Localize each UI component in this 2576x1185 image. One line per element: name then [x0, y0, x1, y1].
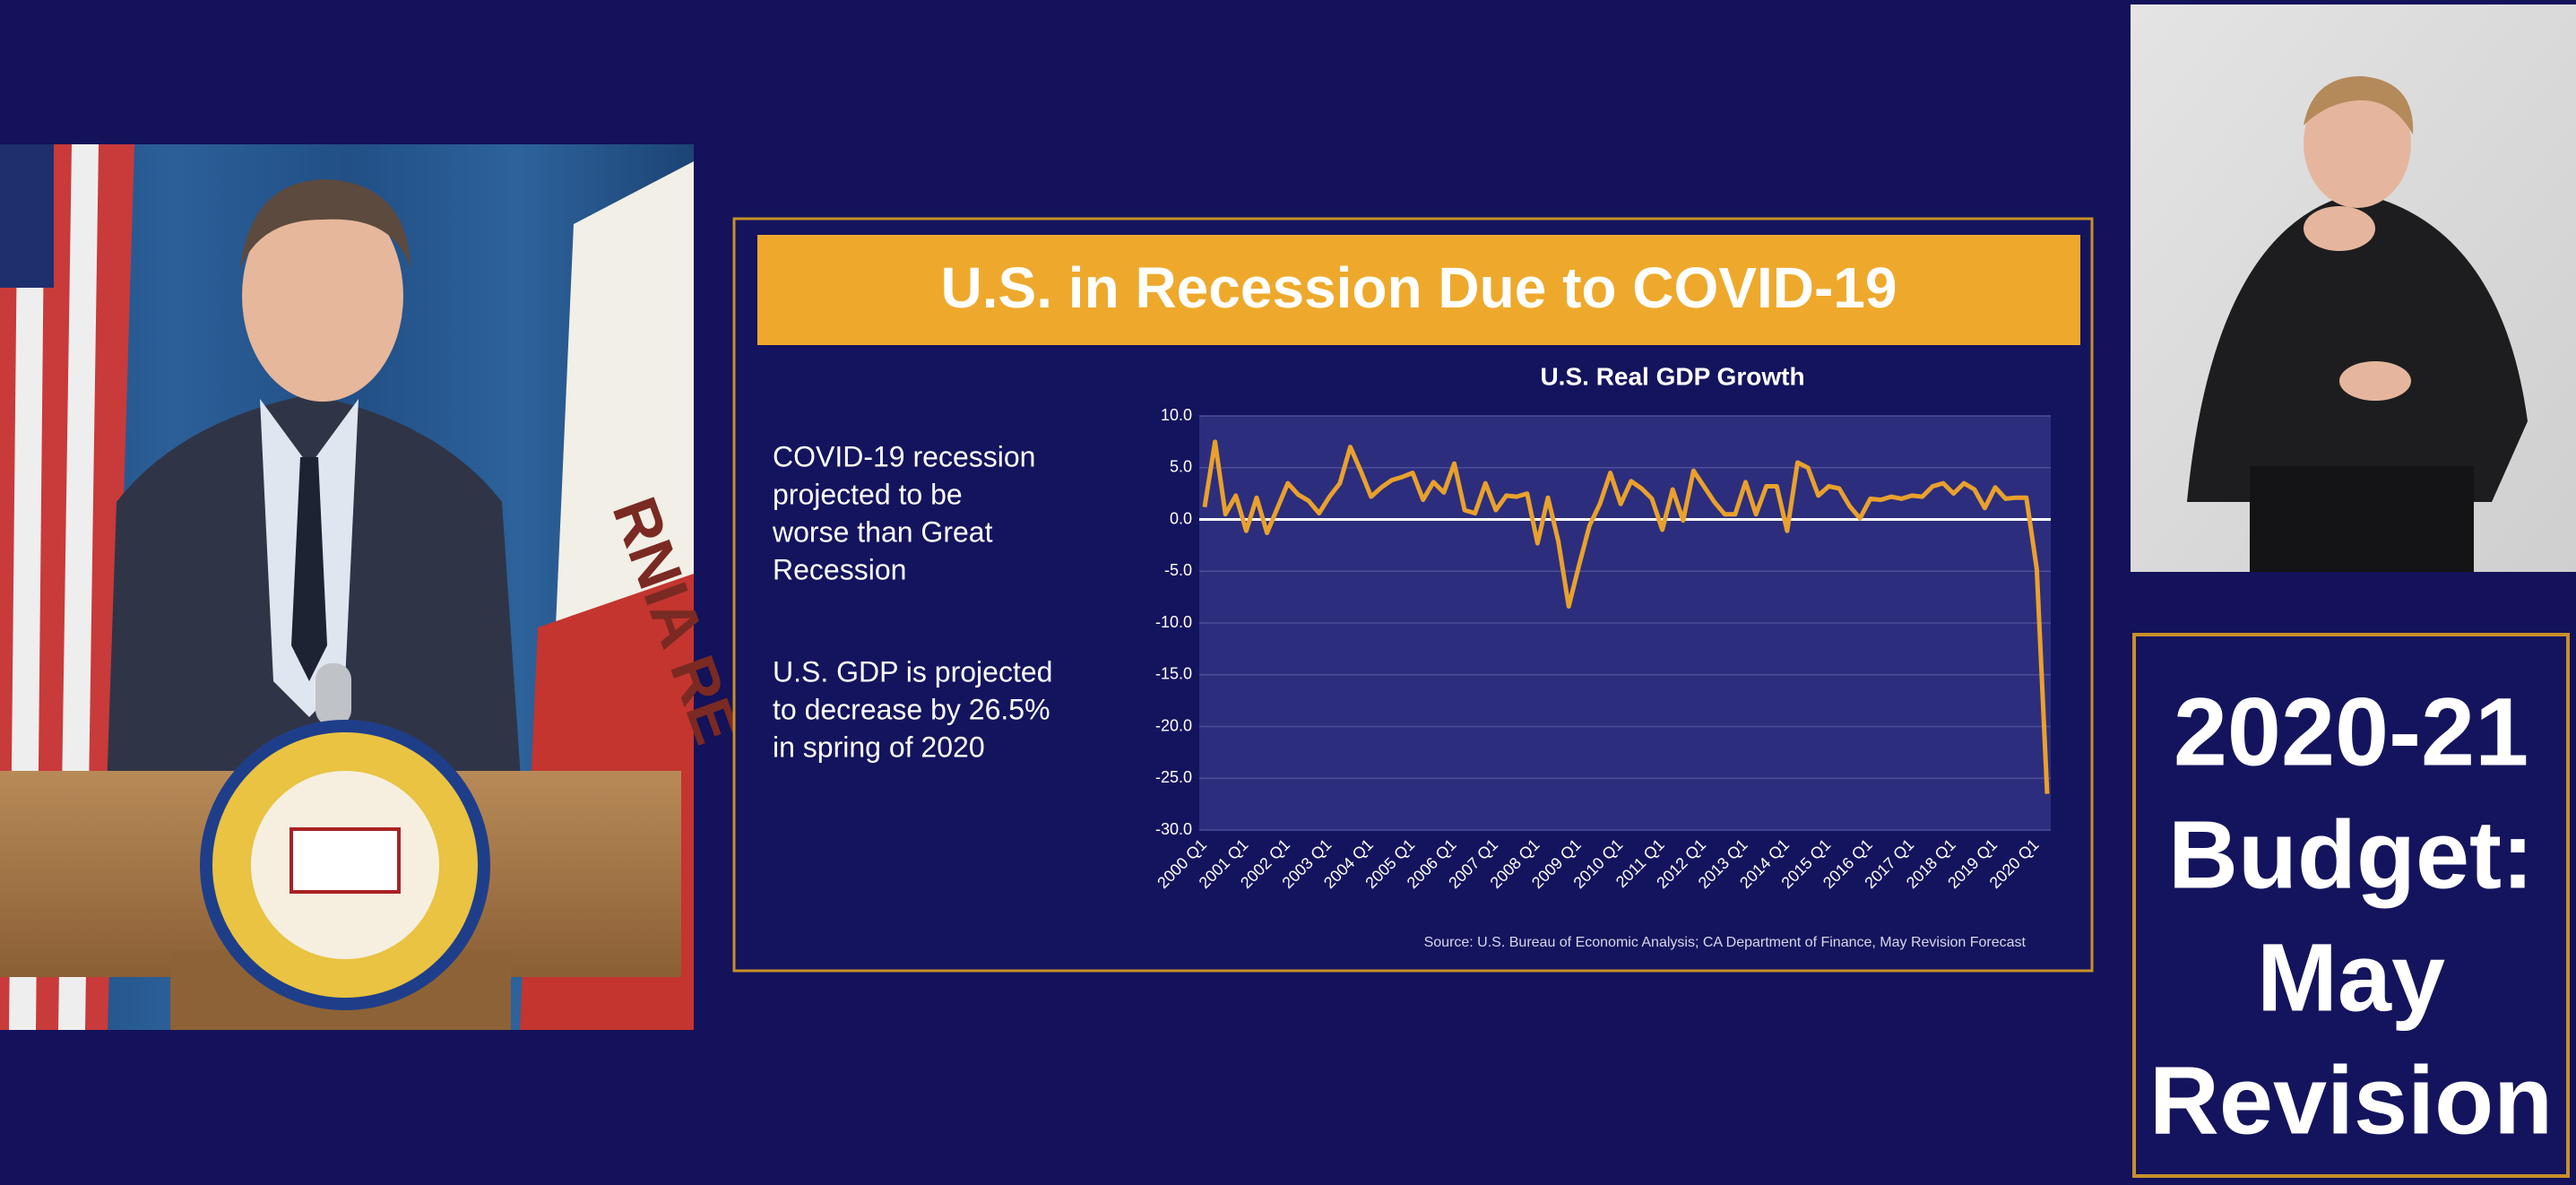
y-tick-label: -5.0: [1164, 561, 1192, 579]
y-tick-label: -25.0: [1155, 768, 1192, 786]
y-tick-label: -15.0: [1155, 665, 1192, 683]
y-tick-label: -30.0: [1155, 820, 1192, 838]
sidebar-line: Budget:: [2168, 800, 2534, 909]
speaker-video: RNIA RE: [0, 144, 752, 1030]
sidebar-line: 2020-21: [2174, 678, 2528, 786]
bullet-line: to decrease by 26.5%: [773, 693, 1050, 725]
y-tick-label: 10.0: [1161, 406, 1192, 424]
slide-title: U.S. in Recession Due to COVID-19: [941, 255, 1897, 320]
bullet-line: U.S. GDP is projected: [773, 655, 1052, 688]
y-tick-label: 0.0: [1170, 509, 1192, 527]
bullet-line: COVID-19 recession: [773, 440, 1035, 472]
chart-title: U.S. Real GDP Growth: [1540, 362, 1804, 390]
gdp-line: [1202, 439, 2050, 794]
y-tick-label: 5.0: [1170, 458, 1192, 476]
y-tick-label: -10.0: [1155, 613, 1192, 631]
bullet-line: worse than Great: [772, 515, 993, 548]
sidebar-line: May: [2257, 923, 2445, 1032]
y-tick-label: -20.0: [1155, 716, 1192, 734]
sidebar: [2132, 633, 2570, 1178]
sidebar-line: Revision: [2149, 1046, 2553, 1155]
bullet-line: in spring of 2020: [773, 731, 985, 763]
source-note: Source: U.S. Bureau of Economic Analysis…: [1424, 935, 2027, 950]
interpreter-video: [2131, 4, 2576, 572]
bullet-line: Recession: [773, 553, 906, 585]
bullet-line: projected to be: [773, 478, 963, 510]
